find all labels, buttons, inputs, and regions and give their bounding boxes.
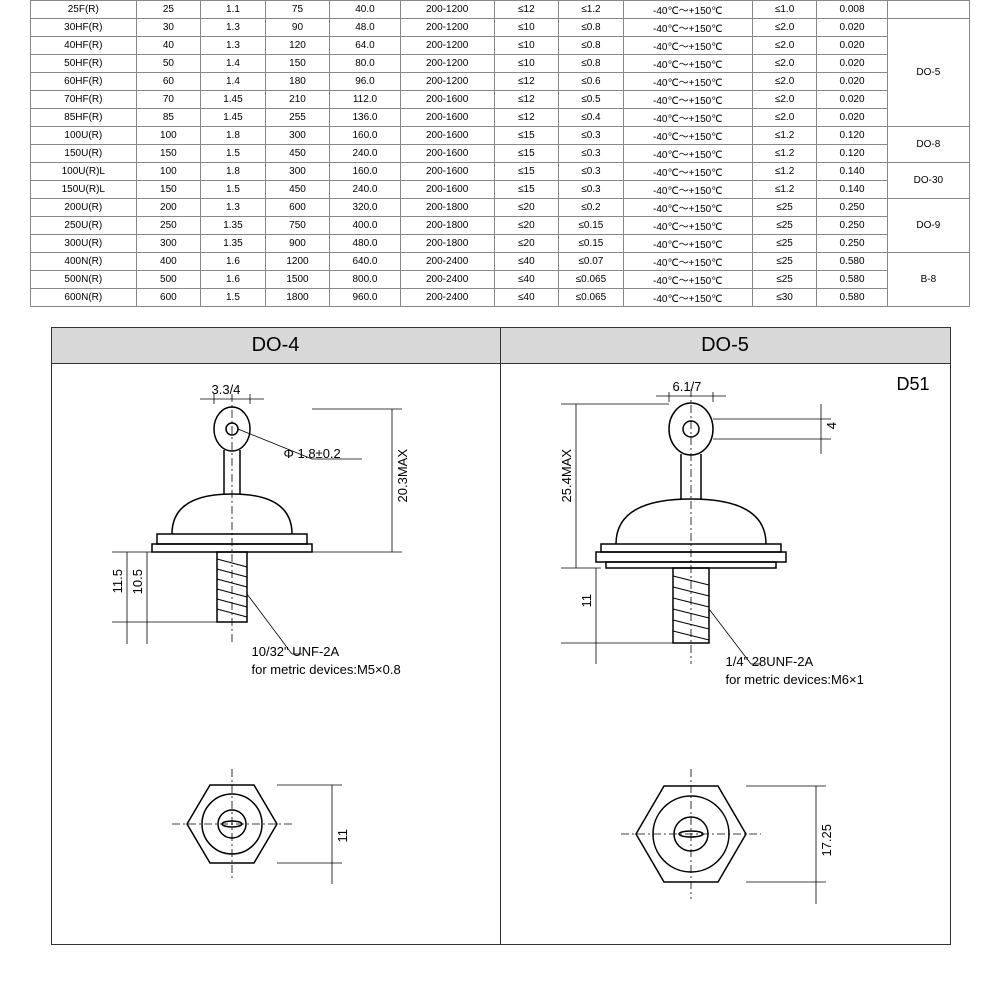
package-label: DO-30 [887, 163, 969, 199]
do4-thread: 10/32" UNF-2A [252, 644, 340, 659]
diagram-do4: DO-4 [52, 328, 501, 944]
do4-metric: for metric devices:M5×0.8 [252, 662, 401, 677]
do5-corner: D51 [896, 374, 929, 395]
do5-metric: for metric devices:M6×1 [726, 672, 864, 687]
do4-stud-h1: 11.5 [110, 569, 125, 593]
table-row: 500N(R)5001.61500800.0200-2400≤40≤0.065-… [31, 271, 970, 289]
table-row: 100U(R)1001.8300160.0200-1600≤15≤0.3-40℃… [31, 127, 970, 145]
do4-height: 20.3MAX [395, 449, 410, 502]
table-row: 600N(R)6001.51800960.0200-2400≤40≤0.065-… [31, 289, 970, 307]
do5-top-width: 6.1/7 [673, 379, 702, 394]
do5-thread: 1/4" 28UNF-2A [726, 654, 814, 669]
package-label: B-8 [887, 253, 969, 307]
package-label: DO-9 [887, 199, 969, 253]
diagram-do5: DO-5 D51 [501, 328, 950, 944]
table-row: 40HF(R)401.312064.0200-1200≤10≤0.8-40℃～+… [31, 37, 970, 55]
do5-height: 25.4MAX [559, 449, 574, 502]
table-row: 250U(R)2501.35750400.0200-1800≤20≤0.15-4… [31, 217, 970, 235]
do5-top-thk: 4 [824, 422, 839, 429]
table-row: 150U(R)1501.5450240.0200-1600≤15≤0.3-40℃… [31, 145, 970, 163]
diagram-do4-title: DO-4 [52, 328, 500, 364]
table-row: 300U(R)3001.35900480.0200-1800≤20≤0.15-4… [31, 235, 970, 253]
table-row: 50HF(R)501.415080.0200-1200≤10≤0.8-40℃～+… [31, 55, 970, 73]
table-row: 85HF(R)851.45255136.0200-1600≤12≤0.4-40℃… [31, 109, 970, 127]
do4-hex-af: 11 [335, 829, 350, 843]
table-row: 400N(R)4001.61200640.0200-2400≤40≤0.07-4… [31, 253, 970, 271]
do5-hex-af: 17.25 [819, 824, 834, 857]
package-label: DO-8 [887, 127, 969, 163]
table-row: 25F(R)251.17540.0200-1200≤12≤1.2-40℃～+15… [31, 1, 970, 19]
table-row: 30HF(R)301.39048.0200-1200≤10≤0.8-40℃～+1… [31, 19, 970, 37]
do4-top-width: 3.3/4 [212, 382, 241, 397]
package-diagrams: DO-4 [51, 327, 951, 945]
table-row: 60HF(R)601.418096.0200-1200≤12≤0.6-40℃～+… [31, 73, 970, 91]
package-label: DO-5 [887, 19, 969, 127]
spec-table: 25F(R)251.17540.0200-1200≤12≤1.2-40℃～+15… [30, 0, 970, 307]
diagram-do5-title: DO-5 [501, 328, 950, 364]
table-row: 150U(R)L1501.5450240.0200-1600≤15≤0.3-40… [31, 181, 970, 199]
do5-stud-h: 11 [579, 594, 594, 608]
table-row: 100U(R)L1001.8300160.0200-1600≤15≤0.3-40… [31, 163, 970, 181]
table-row: 200U(R)2001.3600320.0200-1800≤20≤0.2-40℃… [31, 199, 970, 217]
do4-stud-h2: 10.5 [130, 569, 145, 594]
table-row: 70HF(R)701.45210112.0200-1600≤12≤0.5-40℃… [31, 91, 970, 109]
do4-hole-dia: Φ 1.8±0.2 [284, 446, 341, 461]
